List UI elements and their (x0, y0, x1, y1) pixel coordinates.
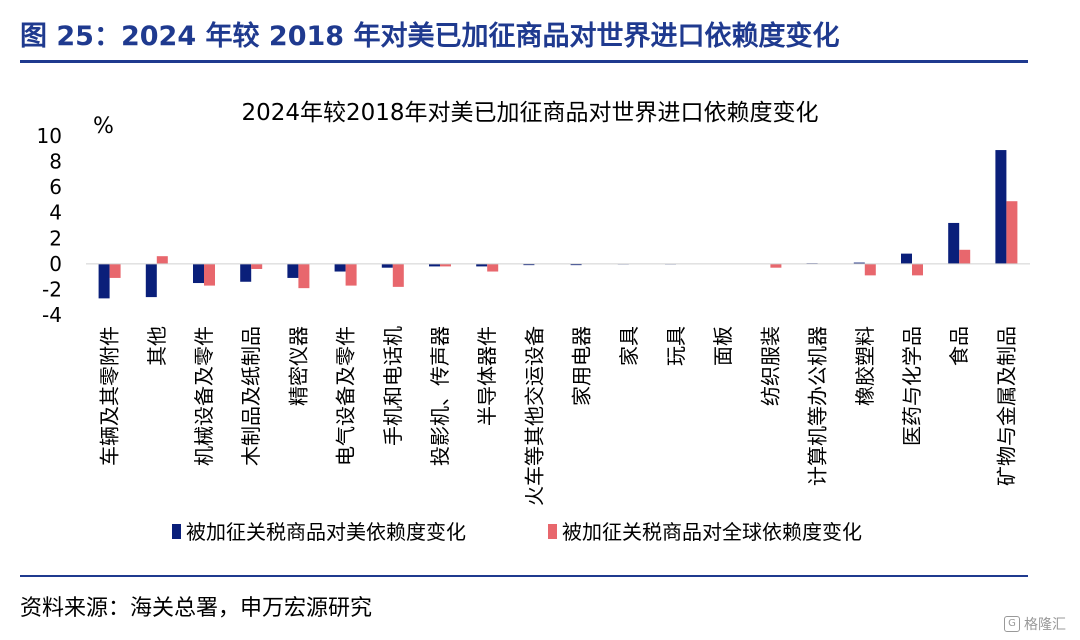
bar-global-dependency (392, 263, 404, 287)
watermark-text: 格隆汇 (1024, 617, 1066, 633)
x-category-label: 手机和电话机 (381, 326, 405, 446)
bar-global-dependency (298, 263, 310, 289)
x-category-label: 面板 (711, 326, 735, 366)
source-note: 资料来源：海关总署，申万宏源研究 (20, 596, 373, 621)
bar-us-dependency (381, 263, 393, 268)
bar-global-dependency (204, 263, 215, 286)
watermark: G 格隆汇 (1004, 614, 1066, 634)
y-tick-label: 10 (37, 124, 62, 148)
bar-us-dependency (523, 263, 535, 266)
y-tick-label: -4 (42, 303, 62, 327)
x-category-label: 半导体器件 (475, 326, 499, 426)
bar-global-dependency (912, 263, 923, 276)
x-category-label: 车辆及其零附件 (98, 326, 122, 466)
x-category-label: 医药与化学品 (900, 326, 924, 446)
x-category-label: 食品 (947, 326, 971, 366)
x-category-label: 电气设备及零件 (334, 326, 358, 466)
bar-us-dependency (334, 263, 346, 272)
bar-us-dependency (476, 263, 488, 267)
watermark-logo-icon: G (1004, 616, 1020, 632)
bar-global-dependency (864, 263, 876, 276)
x-category-label: 精密仪器 (286, 326, 310, 406)
bar-global-dependency (487, 263, 499, 272)
bar-us-dependency (98, 263, 110, 299)
bar-global-dependency (770, 263, 782, 268)
x-category-label: 橡胶塑料 (853, 326, 877, 406)
y-axis-unit: % (93, 114, 114, 139)
bar-global-dependency (251, 263, 263, 269)
bar-us-dependency (287, 263, 299, 278)
y-tick-label: 6 (49, 175, 62, 199)
bar-chart: 2024年较2018年对美已加征商品对世界进口依赖度变化 % 1086420-2… (37, 100, 1030, 544)
x-category-label: 家用电器 (570, 326, 594, 406)
x-category-label: 玩具 (664, 326, 688, 366)
x-category-label: 投影机、传声器 (428, 326, 452, 466)
chart-title: 2024年较2018年对美已加征商品对世界进口依赖度变化 (241, 100, 818, 126)
bar-us-dependency (145, 263, 157, 298)
bar-us-dependency (853, 262, 865, 264)
bar-us-dependency (570, 263, 582, 266)
bar-global-dependency (959, 249, 971, 264)
bar-us-dependency (948, 222, 960, 264)
source-divider (20, 575, 1028, 577)
legend-label-global: 被加征关税商品对全球依赖度变化 (562, 520, 862, 544)
bar-us-dependency (429, 263, 440, 267)
bar-us-dependency (901, 253, 912, 264)
bar-global-dependency (440, 263, 451, 267)
bar-global-dependency (109, 263, 121, 278)
y-tick-label: 0 (49, 252, 62, 276)
bar-us-dependency (240, 263, 252, 282)
y-tick-label: 4 (49, 201, 62, 225)
figure-title: 图 25：2024 年较 2018 年对美已加征商品对世界进口依赖度变化 (20, 21, 840, 52)
bar-us-dependency (193, 263, 204, 284)
bar-global-dependency (1006, 201, 1018, 264)
legend-label-us: 被加征关税商品对美依赖度变化 (186, 520, 466, 544)
y-tick-label: -2 (42, 277, 62, 301)
x-category-label: 其他 (145, 326, 169, 366)
bar-global-dependency (345, 263, 357, 286)
x-category-label: 矿物与金属及制品 (994, 326, 1018, 486)
legend-swatch-global (548, 524, 557, 539)
x-category-label: 机械设备及零件 (192, 326, 216, 466)
y-tick-label: 2 (49, 226, 62, 250)
legend-swatch-us (172, 524, 181, 539)
bar-global-dependency (156, 256, 168, 264)
title-divider (20, 60, 1028, 63)
x-category-label: 家具 (617, 326, 641, 366)
legend: 被加征关税商品对美依赖度变化 被加征关税商品对全球依赖度变化 (172, 520, 862, 544)
x-category-label: 纺织服装 (758, 326, 782, 406)
y-tick-label: 8 (49, 150, 62, 174)
x-category-label: 火车等其他交运设备 (522, 326, 546, 506)
bar-us-dependency (995, 150, 1007, 264)
x-category-label: 计算机等办公机器 (806, 326, 830, 486)
x-category-label: 木制品及纸制品 (239, 326, 263, 466)
